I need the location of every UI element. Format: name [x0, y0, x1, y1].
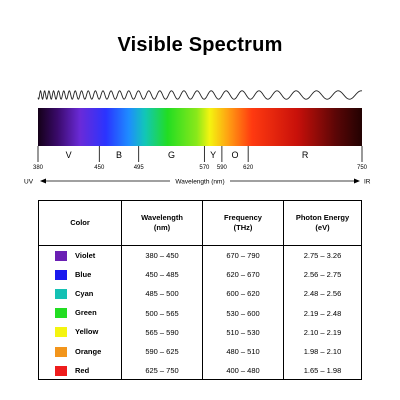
color-name: Red — [75, 365, 90, 375]
axis-center-label: Wavelength (nm) — [175, 179, 224, 186]
band-letter: Y — [210, 150, 216, 160]
spectrum-table: Color Wavelength (nm) Frequency (THz) Ph… — [38, 200, 362, 381]
frequency-cell: 510 – 530 — [202, 322, 284, 342]
color-swatch — [55, 269, 67, 280]
frequency-cell: 400 – 480 — [202, 361, 284, 381]
color-name: Blue — [75, 269, 92, 279]
wavelength-cell: 625 – 750 — [121, 361, 203, 381]
wavelength-cell: 485 – 500 — [121, 284, 203, 304]
tick-label: 570 — [199, 165, 210, 171]
wavelength-cell: 565 – 590 — [121, 322, 203, 342]
tick-label: 750 — [357, 165, 368, 171]
frequency-cell: 620 – 670 — [202, 265, 284, 285]
color-name: Orange — [75, 346, 102, 356]
band-letter: V — [66, 150, 72, 160]
band-letter: R — [302, 150, 309, 160]
color-swatch — [55, 288, 67, 299]
color-cell: Yellow — [39, 323, 122, 342]
color-name: Cyan — [75, 288, 94, 298]
table-row: Violet 380 – 450 670 – 790 2.75 – 3.26 — [39, 245, 361, 266]
tick-label: 620 — [243, 165, 254, 171]
axis-uv-label: UV — [24, 179, 34, 186]
wavelength-cell: 380 – 450 — [121, 245, 203, 266]
table-row: Cyan 485 – 500 600 – 620 2.48 – 2.56 — [39, 284, 361, 304]
band-letter: G — [168, 150, 175, 160]
color-cell: Violet — [39, 246, 122, 266]
color-name: Violet — [75, 250, 96, 260]
color-cell: Orange — [39, 342, 122, 361]
energy-cell: 1.98 – 2.10 — [283, 341, 361, 362]
header-frequency: Frequency (THz) — [202, 201, 284, 246]
wavelength-cell: 590 – 625 — [121, 341, 203, 362]
color-cell: Cyan — [39, 284, 122, 303]
band-letter: O — [232, 150, 239, 160]
energy-cell: 1.65 – 1.98 — [283, 361, 361, 381]
color-swatch — [55, 365, 67, 376]
color-cell: Blue — [39, 265, 122, 284]
color-swatch — [55, 308, 67, 319]
wavelength-cell: 450 – 485 — [121, 265, 203, 285]
energy-cell: 2.19 – 2.48 — [283, 303, 361, 323]
table-header-row: Color Wavelength (nm) Frequency (THz) Ph… — [39, 201, 361, 246]
wavelength-wave-line — [37, 90, 363, 101]
energy-cell: 2.48 – 2.56 — [283, 284, 361, 304]
tick-label: 380 — [33, 165, 44, 171]
axis-arrow-left-icon — [40, 178, 46, 184]
header-wavelength: Wavelength (nm) — [121, 201, 203, 246]
frequency-cell: 600 – 620 — [202, 284, 284, 304]
energy-cell: 2.75 – 3.26 — [283, 245, 361, 266]
wavelength-ticks: 380 450 495 570 590 620 750 — [33, 146, 368, 171]
wavelength-cell: 500 – 565 — [121, 303, 203, 323]
axis-ir-label: IR — [364, 179, 371, 186]
color-name: Green — [75, 308, 97, 318]
color-name: Yellow — [75, 327, 99, 337]
tick-label: 590 — [217, 165, 228, 171]
color-cell: Green — [39, 304, 122, 323]
table-row: Red 625 – 750 400 – 480 1.65 – 1.98 — [39, 361, 361, 381]
color-cell: Red — [39, 361, 122, 380]
energy-cell: 2.56 – 2.75 — [283, 265, 361, 285]
energy-cell: 2.10 – 2.19 — [283, 322, 361, 342]
spectrum-diagram: V B G Y O R 380 450 495 570 590 620 750 UV IR Wavel… — [24, 90, 371, 186]
frequency-cell: 670 – 790 — [202, 245, 284, 266]
band-letter: B — [116, 150, 122, 160]
tick-label: 450 — [94, 165, 105, 171]
page-title: Visible Spectrum — [117, 34, 283, 56]
axis-arrow-right-icon — [354, 178, 360, 184]
spectrum-bar — [38, 108, 362, 146]
table-row: Yellow 565 – 590 510 – 530 2.10 – 2.19 — [39, 322, 361, 342]
color-swatch — [55, 327, 67, 338]
table-row: Green 500 – 565 530 – 600 2.19 – 2.48 — [39, 303, 361, 323]
table-row: Blue 450 – 485 620 – 670 2.56 – 2.75 — [39, 265, 361, 285]
table-row: Orange 590 – 625 480 – 510 1.98 – 2.10 — [39, 341, 361, 362]
tick-label: 495 — [134, 165, 145, 171]
color-swatch — [55, 346, 67, 357]
header-energy: Photon Energy (eV) — [283, 201, 361, 246]
frequency-cell: 480 – 510 — [202, 341, 284, 362]
frequency-cell: 530 – 600 — [202, 303, 284, 323]
color-swatch — [55, 250, 67, 261]
header-color: Color — [39, 201, 122, 246]
